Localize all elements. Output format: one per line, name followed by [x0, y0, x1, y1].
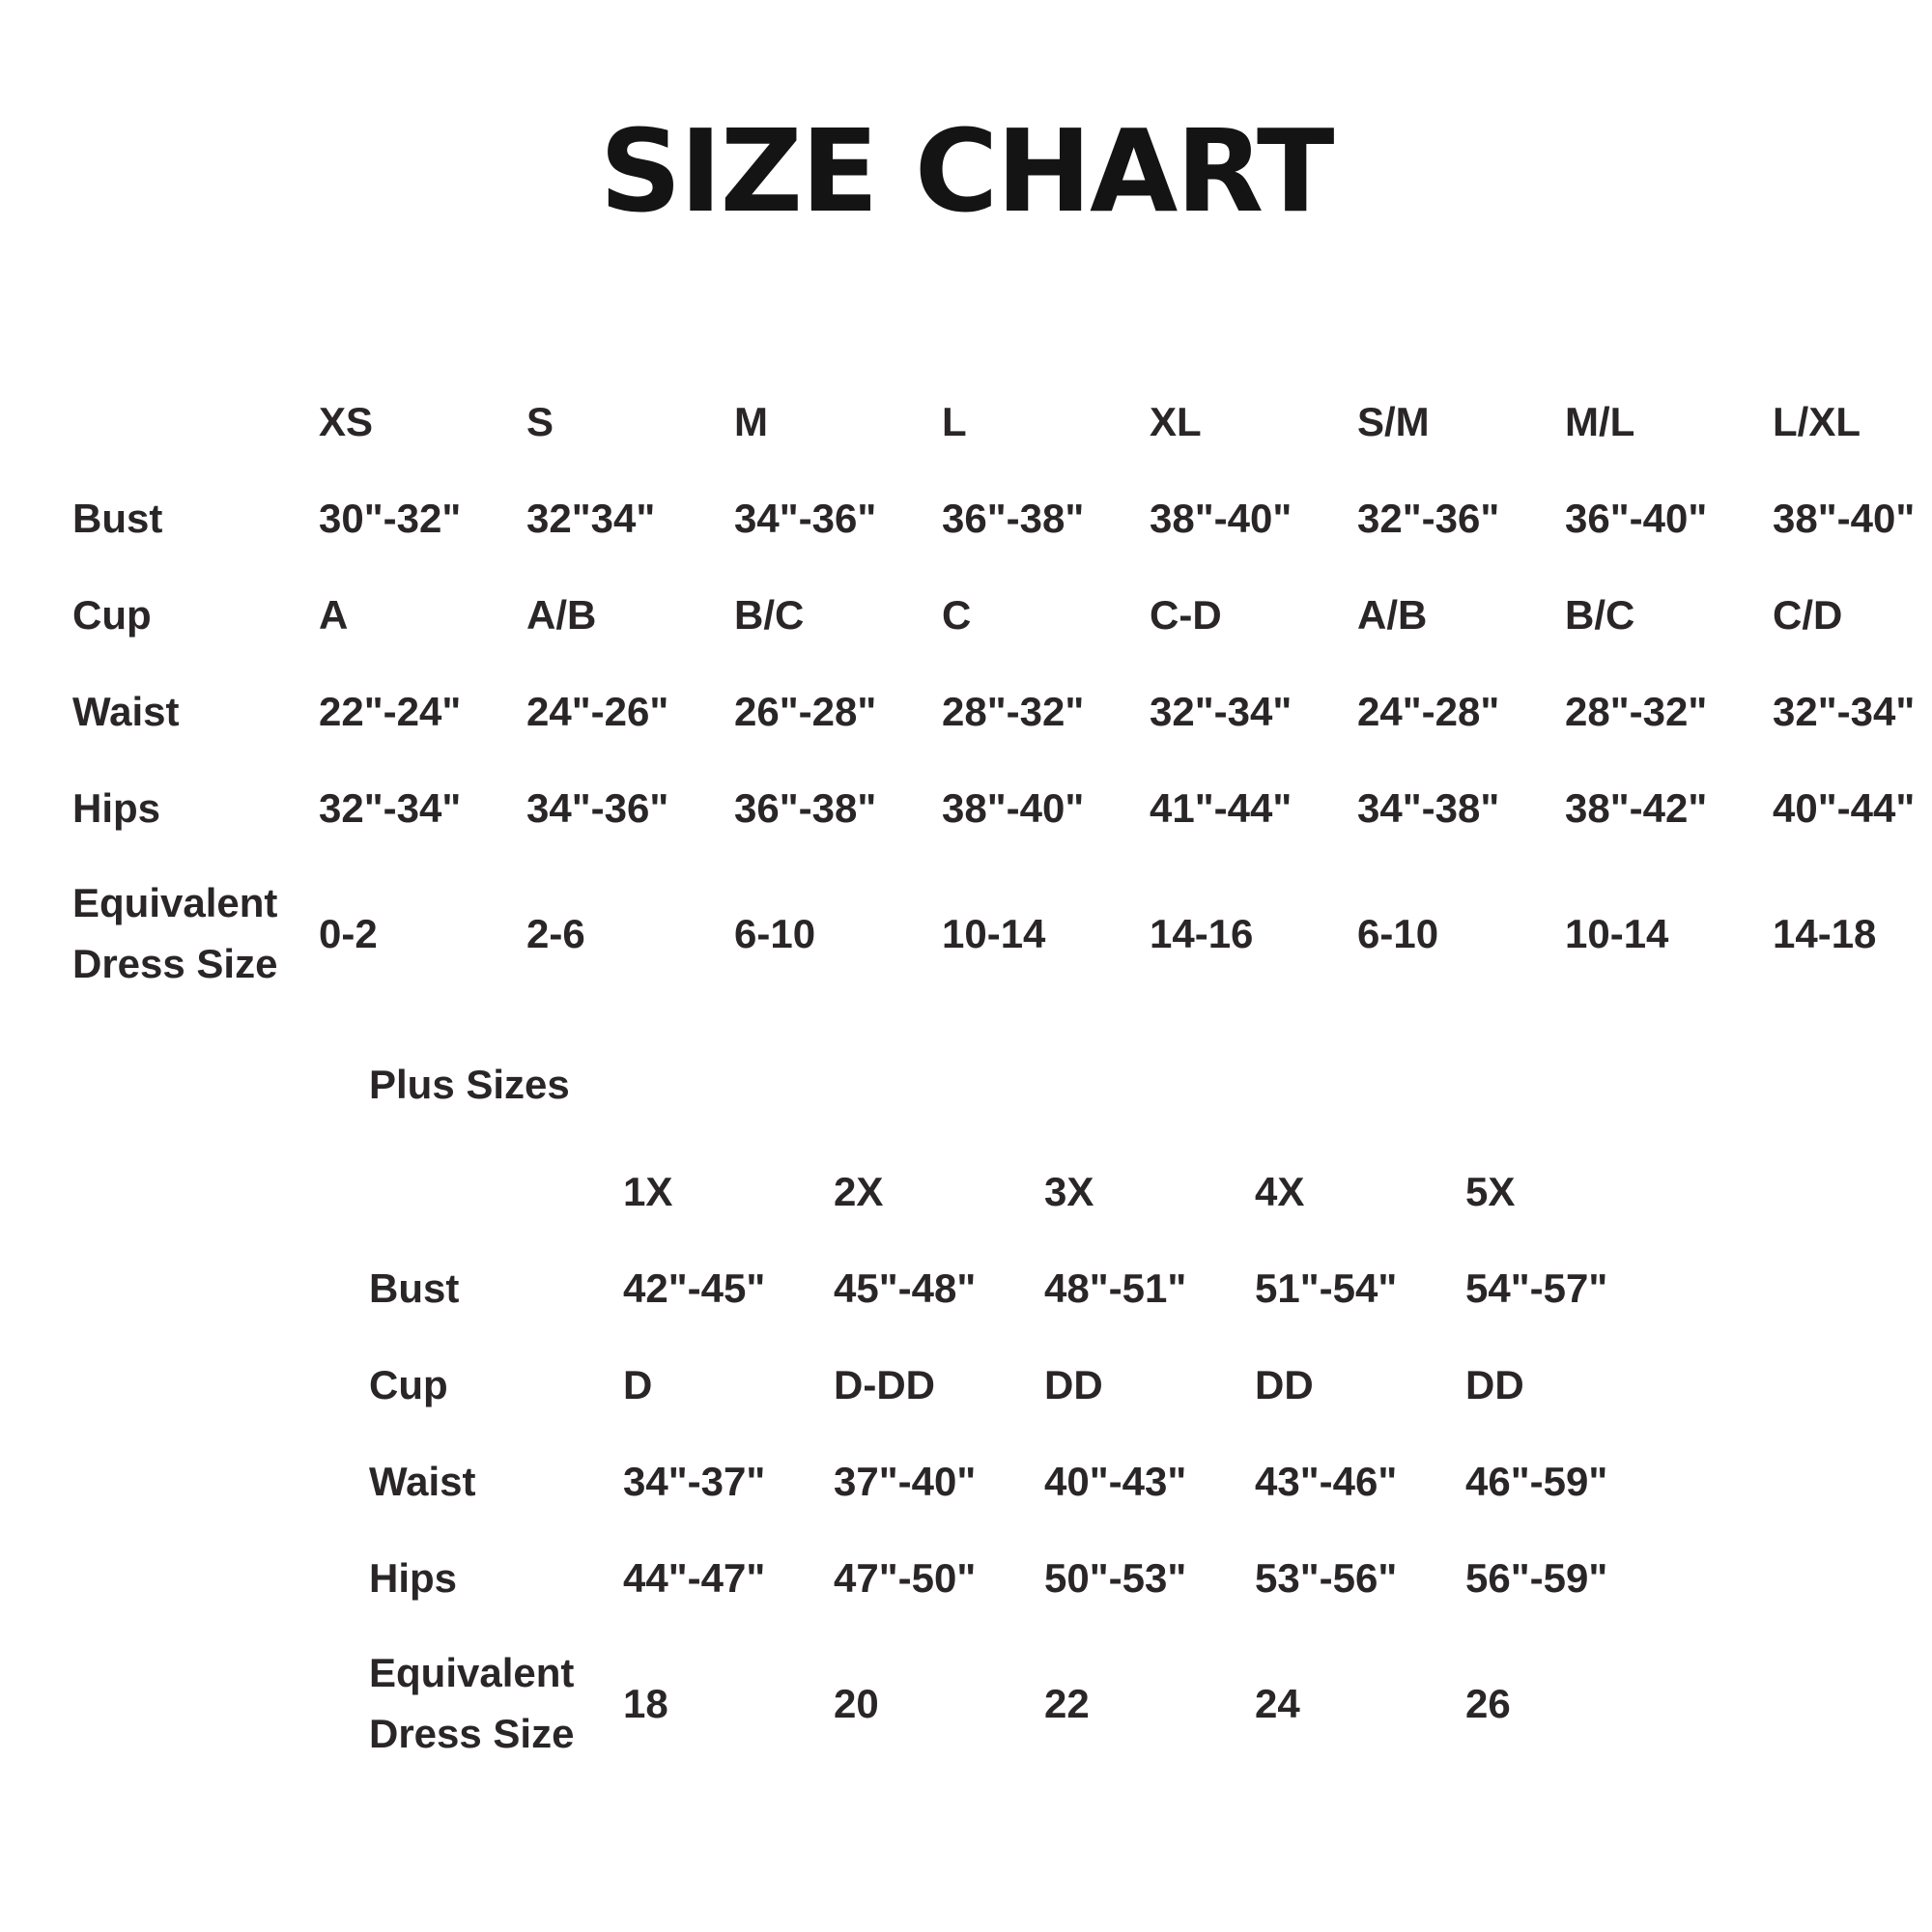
table-row-label: Hips — [369, 1554, 458, 1601]
table-row-label: Waist — [369, 1458, 476, 1504]
page-title: SIZE CHART — [599, 104, 1335, 238]
table-cell: 40"-43" — [1044, 1458, 1187, 1504]
table-cell: C-D — [1150, 591, 1222, 638]
table-corner-cell — [72, 373, 319, 469]
table-cell: 22"-24" — [319, 688, 462, 734]
table-cell: 14-16 — [1150, 910, 1254, 956]
table-header-cell: L/XL — [1773, 398, 1861, 444]
table-cell: 34"-36" — [734, 495, 877, 541]
table-cell: 42"-45" — [623, 1264, 766, 1311]
table-row-label: Waist — [72, 688, 180, 734]
table-cell: 32"-34" — [319, 784, 462, 831]
table-cell: 20 — [834, 1680, 879, 1726]
table-cell: 38"-40" — [1150, 495, 1293, 541]
standard-size-table: XS S M L XL S/M M/L L/XL Bust 30"-32" 32"34" 34"-36… — [72, 373, 1932, 1010]
table-cell: 24"-28" — [1357, 688, 1500, 734]
table-cell: 54"-57" — [1465, 1264, 1608, 1311]
table-cell: D — [623, 1361, 653, 1407]
table-cell: 28"-32" — [942, 688, 1085, 734]
table-header-cell: XS — [319, 398, 374, 444]
table-cell: 22 — [1044, 1680, 1090, 1726]
table-cell: 32"-36" — [1357, 495, 1500, 541]
table-row-label: Cup — [72, 591, 152, 638]
table-cell: A — [319, 591, 349, 638]
table-cell: 38"-40" — [942, 784, 1085, 831]
table-header-cell: 1X — [623, 1168, 673, 1214]
table-cell: 38"-40" — [1773, 495, 1916, 541]
table-cell: 44"-47" — [623, 1554, 766, 1601]
table-cell: 43"-46" — [1255, 1458, 1398, 1504]
table-cell: DD — [1465, 1361, 1524, 1407]
table-cell: B/C — [1565, 591, 1635, 638]
table-cell: 48"-51" — [1044, 1264, 1187, 1311]
table-cell: 6-10 — [734, 910, 816, 956]
table-cell: 2-6 — [526, 910, 585, 956]
table-cell: 37"-40" — [834, 1458, 977, 1504]
table-cell: 28"-32" — [1565, 688, 1708, 734]
table-row-label: Hips — [72, 784, 161, 831]
table-header-cell: XL — [1150, 398, 1202, 444]
table-cell: 36"-38" — [734, 784, 877, 831]
table-cell: 10-14 — [1565, 910, 1669, 956]
table-cell: A/B — [526, 591, 597, 638]
table-header-cell: 4X — [1255, 1168, 1305, 1214]
table-row-label: Bust — [72, 495, 163, 541]
table-corner-cell — [369, 1143, 623, 1239]
table-cell: C — [942, 591, 972, 638]
table-cell: 56"-59" — [1465, 1554, 1608, 1601]
table-cell: 41"-44" — [1150, 784, 1293, 831]
table-row-label: Cup — [369, 1361, 448, 1407]
table-header-cell: 2X — [834, 1168, 884, 1214]
table-cell: 10-14 — [942, 910, 1046, 956]
table-cell: D-DD — [834, 1361, 935, 1407]
table-header-cell: 5X — [1465, 1168, 1516, 1214]
table-cell: 26 — [1465, 1680, 1511, 1726]
table-cell: B/C — [734, 591, 805, 638]
table-cell: 24 — [1255, 1680, 1300, 1726]
plus-sizes-heading: Plus Sizes — [369, 1062, 570, 1107]
table-cell: 34"-38" — [1357, 784, 1500, 831]
table-cell: 6-10 — [1357, 910, 1439, 956]
table-cell: 14-18 — [1773, 910, 1877, 956]
table-cell: 38"-42" — [1565, 784, 1708, 831]
table-cell: DD — [1255, 1361, 1314, 1407]
table-cell: 51"-54" — [1255, 1264, 1398, 1311]
table-row-label: Equivalent Dress Size — [72, 880, 278, 986]
table-cell: 50"-53" — [1044, 1554, 1187, 1601]
table-cell: 24"-26" — [526, 688, 669, 734]
table-cell: C/D — [1773, 591, 1843, 638]
table-cell: 45"-48" — [834, 1264, 977, 1311]
table-cell: 32"-34" — [1773, 688, 1916, 734]
table-row-label: Bust — [369, 1264, 460, 1311]
table-cell: 53"-56" — [1255, 1554, 1398, 1601]
table-cell: 36"-38" — [942, 495, 1085, 541]
table-cell: 0-2 — [319, 910, 378, 956]
table-cell: DD — [1044, 1361, 1103, 1407]
table-cell: A/B — [1357, 591, 1428, 638]
table-header-cell: M — [734, 398, 768, 444]
table-header-cell: M/L — [1565, 398, 1635, 444]
table-cell: 36"-40" — [1565, 495, 1708, 541]
table-cell: 34"-37" — [623, 1458, 766, 1504]
table-header-cell: S — [526, 398, 554, 444]
table-header-cell: 3X — [1044, 1168, 1094, 1214]
table-cell: 40"-44" — [1773, 784, 1916, 831]
table-cell: 18 — [623, 1680, 668, 1726]
table-cell: 32"-34" — [1150, 688, 1293, 734]
table-cell: 34"-36" — [526, 784, 669, 831]
plus-size-table: 1X 2X 3X 4X 5X Bust 42"-45" 45"-48" 48"-51" 51"-5… — [369, 1143, 1932, 1780]
table-cell: 47"-50" — [834, 1554, 977, 1601]
table-header-cell: S/M — [1357, 398, 1430, 444]
table-cell: 46"-59" — [1465, 1458, 1608, 1504]
table-row-label: Equivalent Dress Size — [369, 1650, 575, 1757]
table-cell: 26"-28" — [734, 688, 877, 734]
table-cell: 30"-32" — [319, 495, 462, 541]
table-cell: 32"34" — [526, 495, 656, 541]
table-header-cell: L — [942, 398, 967, 444]
